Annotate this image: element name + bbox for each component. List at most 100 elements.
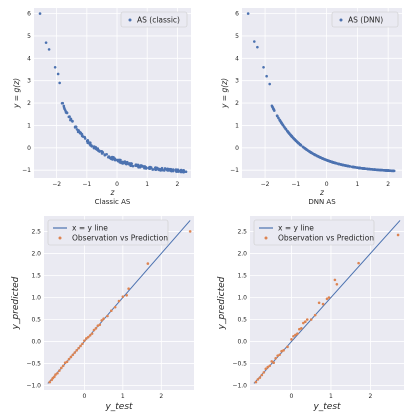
- data-point: [298, 327, 301, 331]
- legend-entry-label: Observation vs Prediction: [72, 234, 168, 243]
- data-point: [265, 74, 268, 78]
- data-point: [271, 105, 274, 109]
- data-point: [292, 137, 296, 140]
- data-point: [317, 301, 321, 305]
- x-axis-label: y_test: [104, 402, 133, 412]
- data-point: [110, 157, 114, 160]
- x-tick-label: 2: [175, 181, 179, 188]
- data-point: [266, 365, 270, 369]
- data-point: [375, 168, 378, 172]
- y-tick-label: 1: [235, 122, 239, 129]
- data-point: [274, 356, 277, 360]
- data-point: [90, 332, 94, 335]
- data-point: [96, 148, 99, 151]
- data-point: [110, 309, 113, 313]
- y-tick-label: 6: [235, 11, 239, 18]
- x-tick-label: 1: [329, 393, 333, 400]
- data-point: [138, 165, 142, 169]
- data-point: [140, 165, 144, 168]
- data-point: [69, 118, 72, 122]
- data-point: [361, 167, 364, 170]
- subplot-caption: DNN AS: [308, 198, 336, 206]
- y-tick-label: −1.0: [26, 383, 41, 390]
- data-point: [166, 168, 169, 172]
- y-tick-label: 1.0: [237, 294, 247, 301]
- y-tick-label: 0.5: [237, 317, 247, 324]
- data-point: [246, 12, 250, 15]
- subplot-3: 0 1 2 −1.0 −0.5 0.0 0.5 1.0 1.5 2.0 2.5 y_test y_pre…: [11, 216, 194, 412]
- data-point: [98, 323, 102, 327]
- x-tick-label: 2: [386, 181, 390, 188]
- y-tick-label: 2.5: [237, 228, 247, 235]
- y-tick-label: 2: [235, 100, 239, 107]
- y-tick-label: 3: [235, 78, 239, 85]
- data-point: [69, 355, 73, 359]
- data-point: [337, 162, 340, 166]
- data-point: [146, 262, 150, 265]
- data-point: [301, 145, 305, 149]
- x-tick-label: −2: [52, 181, 61, 188]
- data-point: [296, 332, 299, 335]
- data-point: [79, 132, 82, 135]
- y-tick-label: −0.5: [232, 361, 247, 368]
- data-point: [262, 65, 265, 69]
- data-point: [113, 305, 117, 309]
- data-point: [171, 168, 175, 171]
- x-tick-label: 1: [145, 181, 149, 188]
- data-point: [125, 293, 128, 297]
- x-tick-label: −1: [291, 181, 300, 188]
- data-point: [44, 41, 48, 44]
- y-tick-label: 2: [27, 100, 31, 107]
- y-tick-label: 4: [27, 55, 31, 62]
- y-tick-label: 0.5: [31, 317, 41, 324]
- data-point: [127, 287, 130, 290]
- data-point: [103, 153, 107, 156]
- data-point: [81, 342, 84, 346]
- y-tick-label: 5: [27, 33, 31, 40]
- plot-area: [34, 8, 191, 178]
- data-point: [258, 376, 262, 379]
- legend-entry-label: Observation vs Prediction: [278, 234, 374, 243]
- data-point: [276, 114, 279, 118]
- data-point: [121, 295, 125, 298]
- y-tick-label: 3: [27, 78, 31, 85]
- data-point: [325, 297, 329, 301]
- data-point: [282, 349, 285, 352]
- data-point: [83, 135, 87, 139]
- x-tick-label: 1: [121, 393, 125, 400]
- data-point: [56, 72, 60, 76]
- data-point: [294, 333, 297, 337]
- x-tick-label: −2: [261, 181, 270, 188]
- data-point: [160, 168, 164, 172]
- data-point: [38, 12, 42, 15]
- data-point: [102, 317, 105, 320]
- data-point: [73, 351, 77, 354]
- y-axis-label: y = g(z): [12, 78, 21, 109]
- data-point: [272, 361, 275, 364]
- data-point: [56, 371, 59, 375]
- data-point: [280, 122, 284, 126]
- legend-marker-swatch: [128, 18, 132, 22]
- data-point: [316, 154, 320, 158]
- data-point: [333, 278, 337, 282]
- y-tick-label: 1.5: [31, 272, 41, 279]
- legend-marker-swatch: [58, 236, 62, 240]
- y-tick-label: 6: [27, 11, 31, 18]
- x-axis-label: z: [319, 188, 325, 197]
- data-point: [47, 48, 51, 51]
- data-point: [107, 155, 111, 158]
- data-point: [253, 40, 256, 43]
- y-axis-label: y_predicted: [217, 276, 227, 330]
- data-point: [276, 354, 279, 357]
- data-point: [80, 134, 84, 138]
- data-point: [60, 366, 63, 370]
- data-point: [53, 375, 56, 379]
- x-axis-label: z: [110, 188, 116, 197]
- data-point: [77, 128, 80, 132]
- legend-marker-swatch: [264, 236, 268, 240]
- data-point: [348, 165, 351, 168]
- data-point: [125, 161, 129, 165]
- data-point: [302, 321, 305, 325]
